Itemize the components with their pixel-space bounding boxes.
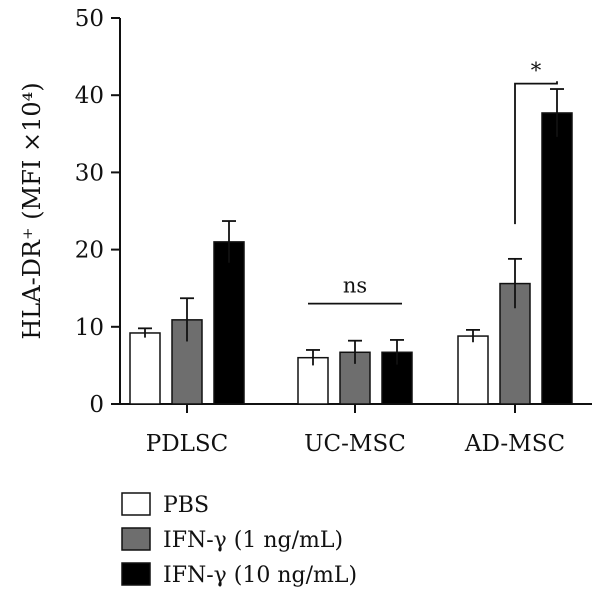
legend-label: IFN-γ (10 ng/mL) [163,563,357,588]
y-tick-label: 50 [75,6,104,32]
bars [129,88,573,405]
annotations: ns * [308,59,558,305]
y-tick-label: 40 [75,83,104,109]
significance-label: * [531,59,542,83]
legend-label: PBS [163,493,209,518]
significance-bracket [514,81,558,225]
x-tick-label: UC-MSC [304,431,406,457]
bar [213,241,245,405]
y-tick-label: 0 [89,392,104,418]
legend-swatch [121,492,151,516]
legend: PBS IFN-γ (1 ng/mL) IFN-γ (10 ng/mL) [121,492,357,588]
axes: 0 10 20 30 40 50 PDLSC UC-MSC AD-MSC HLA-DR⁺ (MFI… [18,6,592,457]
x-tick-label: AD-MSC [464,431,565,457]
legend-swatch [121,527,151,551]
y-tick-label: 10 [75,315,104,341]
significance-label: ns [343,274,367,298]
bar [129,332,161,405]
y-tick-label: 20 [75,238,104,264]
bar [541,112,573,405]
legend-label: IFN-γ (1 ng/mL) [163,528,343,553]
y-tick-label: 30 [75,160,104,186]
legend-swatch [121,562,151,586]
bar [457,335,489,405]
x-tick-label: PDLSC [146,431,229,457]
y-axis-label: HLA-DR⁺ (MFI ×10⁴) [18,82,46,339]
